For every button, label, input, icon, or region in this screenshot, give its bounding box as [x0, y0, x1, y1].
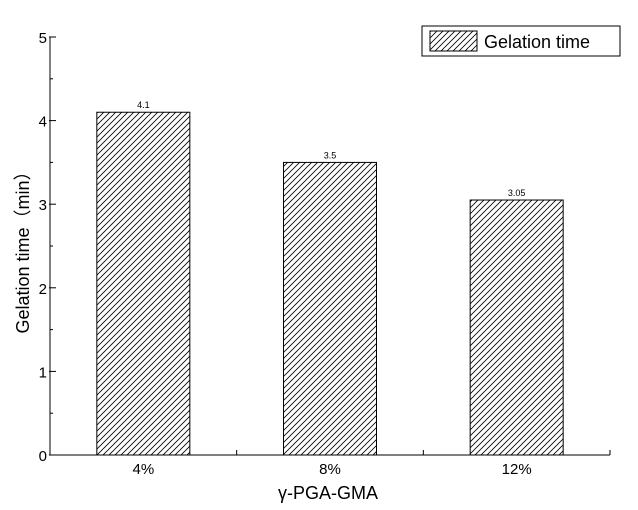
- y-axis-title: Gelation time（min）: [13, 162, 33, 333]
- bar-0: [96, 111, 191, 456]
- axes-layer: [49, 36, 611, 456]
- y-tick-label-3: 3: [39, 197, 47, 214]
- data-label-1: 3.5: [324, 150, 337, 160]
- y-tick-label-4: 4: [39, 114, 47, 131]
- bar-2: [469, 199, 564, 456]
- bar-1: [283, 161, 377, 456]
- x-axis-title: γ-PGA-GMA: [278, 483, 378, 503]
- labels-layer: 4.1 4% 3.5 8% 3.05 12% 0 1 2 3 4 5: [39, 30, 532, 478]
- y-tick-label-2: 2: [39, 281, 47, 298]
- data-label-0: 4.1: [137, 100, 150, 110]
- y-tick-label-0: 0: [39, 448, 47, 465]
- legend-label: Gelation time: [484, 32, 590, 52]
- x-tick-label-2: 12%: [502, 461, 532, 478]
- legend-swatch: [429, 30, 478, 52]
- legend: Gelation time: [421, 25, 621, 57]
- data-label-2: 3.05: [508, 188, 526, 198]
- y-tick-label-1: 1: [39, 364, 47, 381]
- y-tick-label-5: 5: [39, 30, 47, 47]
- x-tick-label-0: 4%: [132, 461, 154, 478]
- bars-layer: [96, 111, 564, 456]
- x-tick-label-1: 8%: [319, 461, 341, 478]
